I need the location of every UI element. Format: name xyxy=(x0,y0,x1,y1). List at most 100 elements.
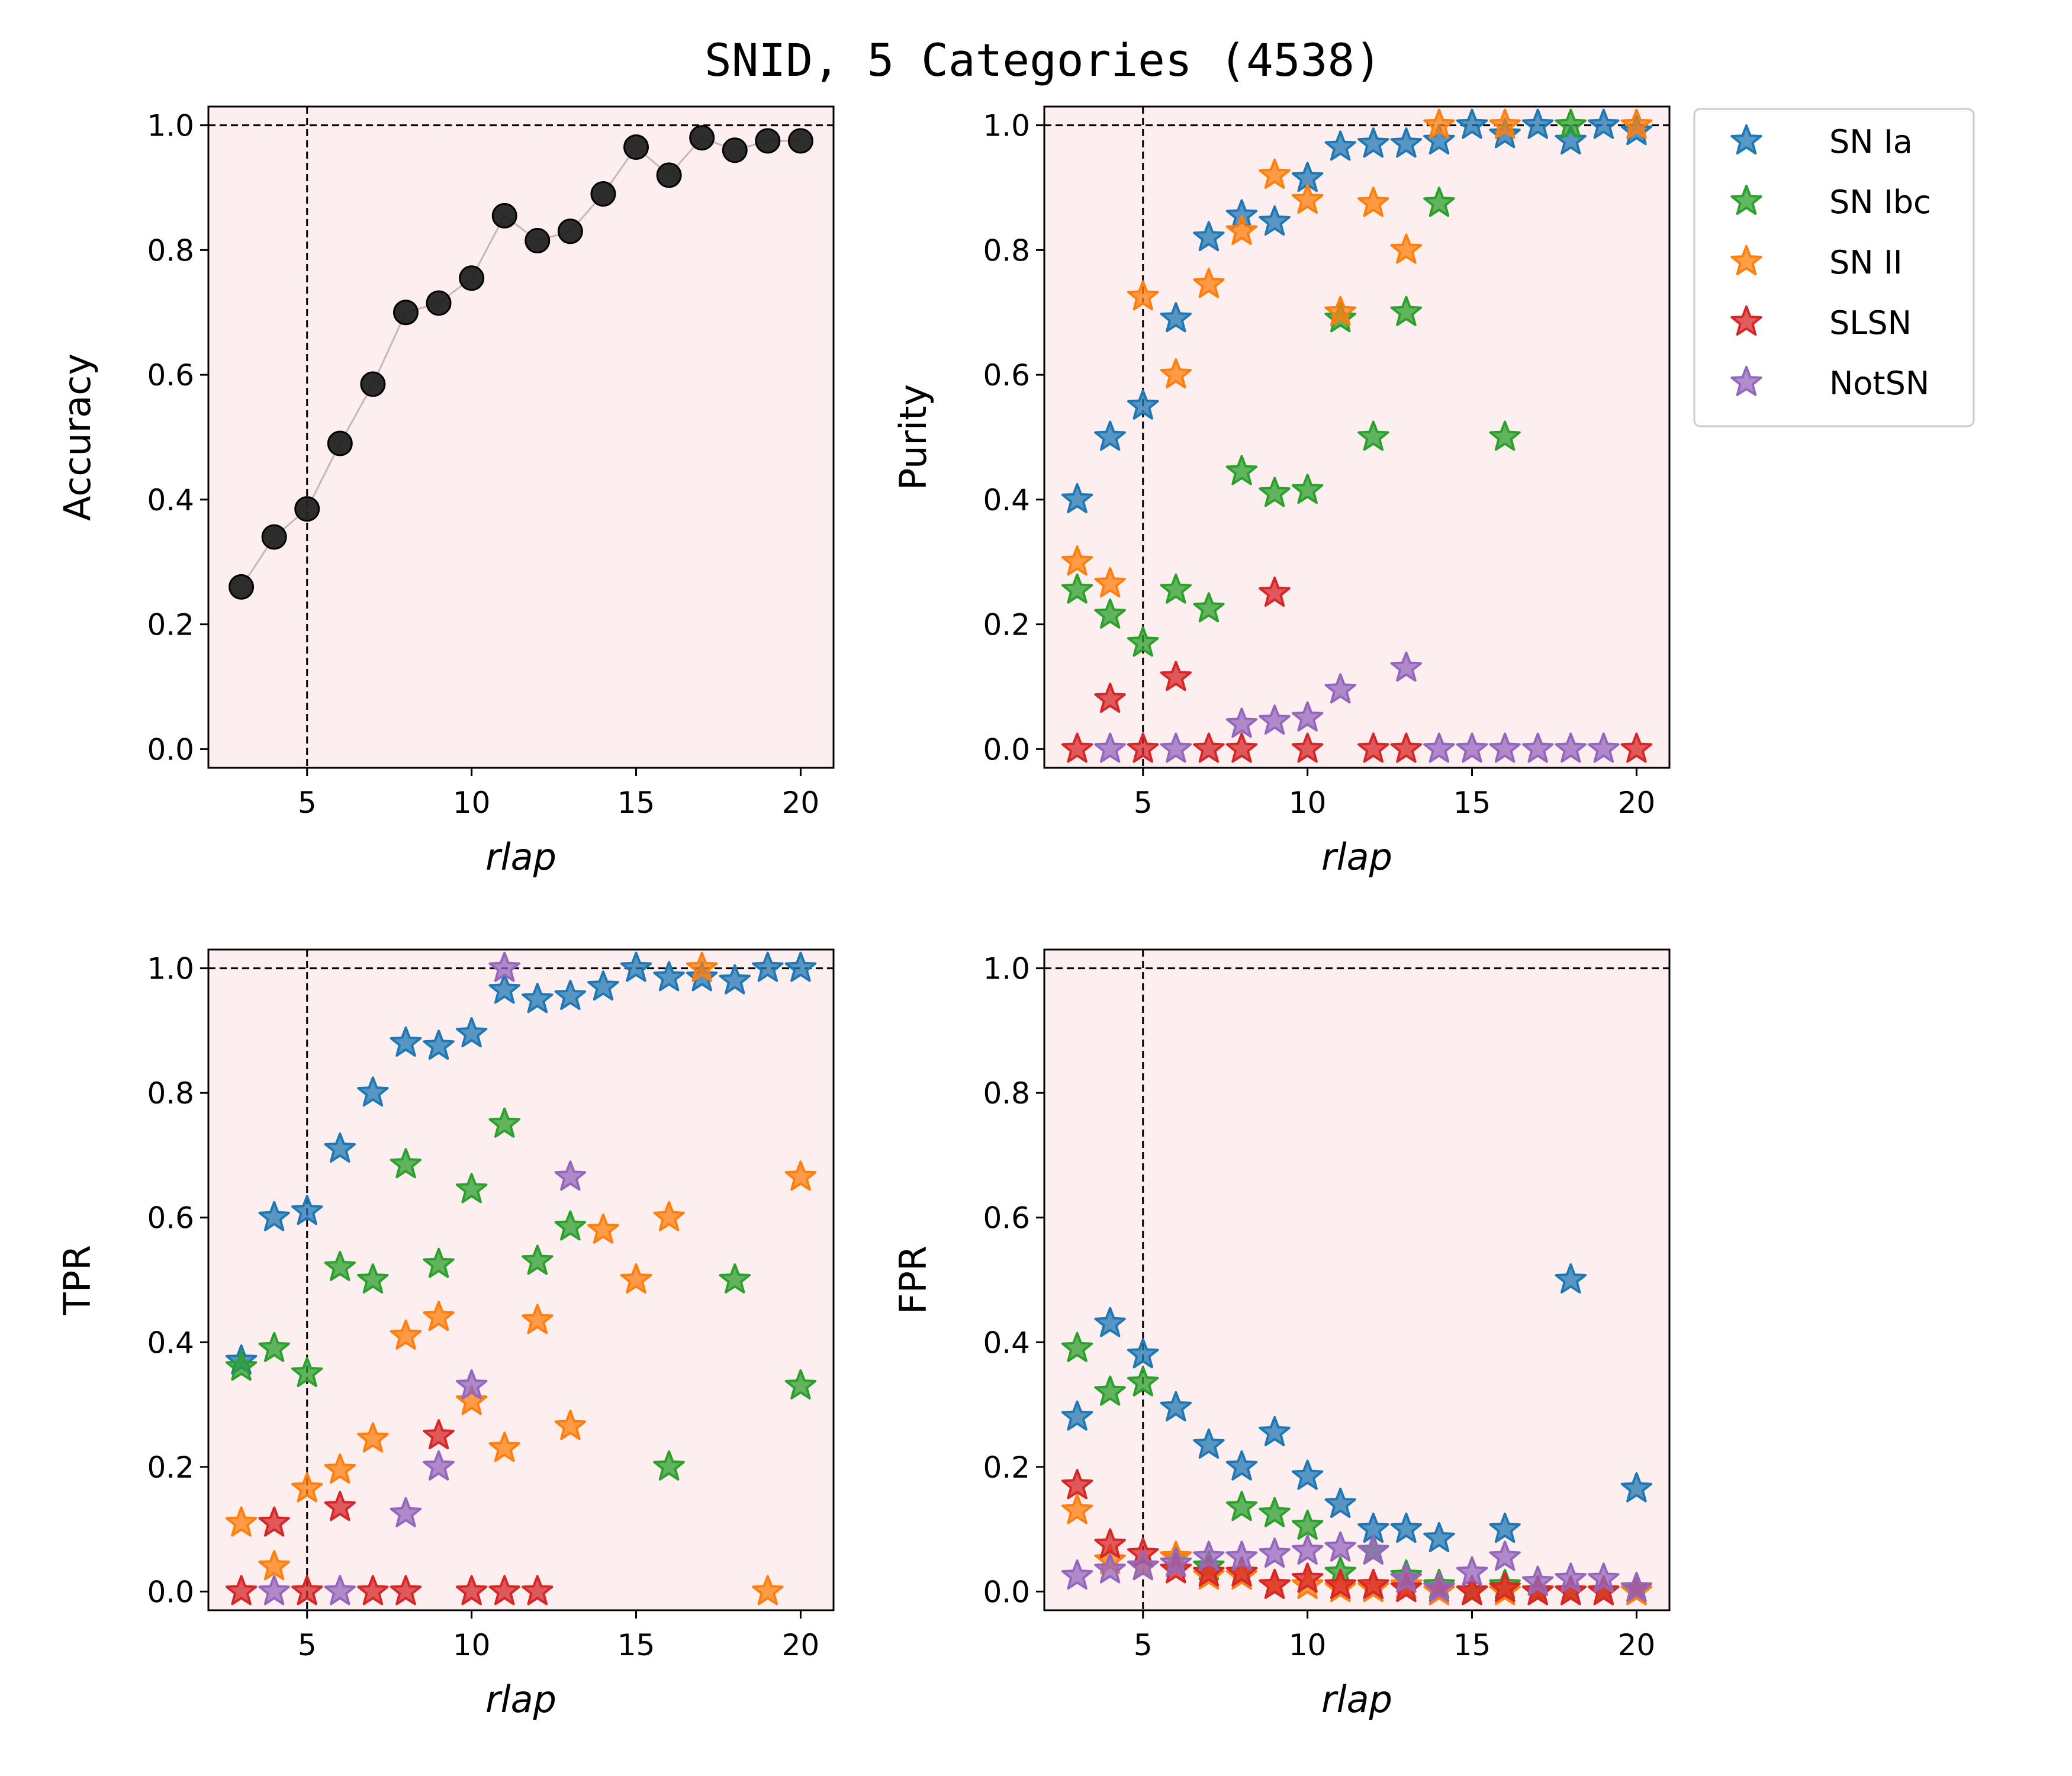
y-tick-label: 0.8 xyxy=(983,233,1030,268)
data-point-slsn xyxy=(258,1506,290,1537)
legend-item-sn-ibc: SN Ibc xyxy=(1730,184,1931,221)
legend-item-notsn: NotSN xyxy=(1730,365,1929,402)
x-tick-label: 10 xyxy=(453,786,491,820)
data-point-slsn xyxy=(423,1419,455,1450)
y-tick-label: 0.4 xyxy=(147,483,194,517)
legend-frame xyxy=(1693,108,1975,427)
data-point-sn-ia xyxy=(324,1132,356,1163)
x-tick-label: 15 xyxy=(1453,786,1491,820)
data-point-sn-ia xyxy=(1061,482,1093,513)
data-point-sn-ia xyxy=(719,964,751,995)
data-point-sn-ibc xyxy=(1357,420,1389,451)
data-point-sn-ia xyxy=(1127,389,1159,420)
legend-star-notsn xyxy=(1730,366,1762,396)
data-point-slsn xyxy=(522,1575,554,1606)
data-point-slsn xyxy=(1357,732,1389,763)
series-sn-ii xyxy=(1061,108,1653,598)
data-point-slsn xyxy=(1324,1568,1356,1599)
legend: SN Ia SN Ibc SN II SLSN NotSN xyxy=(1693,108,1975,427)
data-point-sn-ia xyxy=(390,1026,422,1057)
axes-frame xyxy=(207,948,835,1611)
data-point-slsn xyxy=(1620,732,1653,763)
data-point-notsn xyxy=(1390,651,1423,682)
y-tick-label: 0.4 xyxy=(983,1325,1030,1360)
accuracy-point xyxy=(261,524,287,550)
series-sn-ibc xyxy=(1061,108,1587,657)
data-point-sn-ia xyxy=(357,1076,389,1107)
data-point-sn-ia xyxy=(1193,1428,1225,1459)
y-tick-label: 0.2 xyxy=(147,1450,194,1485)
x-tick-label: 10 xyxy=(453,1628,491,1662)
data-point-sn-ibc xyxy=(522,1244,554,1275)
data-point-notsn xyxy=(1423,732,1455,763)
data-point-sn-ii xyxy=(291,1472,323,1502)
data-point-slsn xyxy=(1094,683,1126,713)
data-point-sn-ii xyxy=(1225,214,1258,245)
data-point-slsn xyxy=(1061,732,1093,763)
data-point-notsn xyxy=(1225,1540,1258,1571)
data-point-sn-ii xyxy=(1193,268,1225,298)
data-point-sn-ia xyxy=(1094,1307,1126,1337)
series-notsn xyxy=(258,951,587,1606)
y-tick-label: 0.2 xyxy=(983,1450,1030,1485)
data-point-sn-ibc xyxy=(225,1350,258,1381)
data-point-notsn xyxy=(1588,732,1620,763)
data-point-slsn xyxy=(1390,732,1423,763)
y-tick-label: 0.0 xyxy=(983,1575,1030,1609)
data-point-sn-ia xyxy=(1620,1472,1653,1502)
legend-label: SN II xyxy=(1829,244,1903,281)
data-point-notsn xyxy=(1456,1556,1488,1587)
data-point-sn-ii xyxy=(620,1263,652,1294)
accuracy-point xyxy=(590,181,616,207)
y-tick-label: 0.0 xyxy=(147,1575,194,1609)
data-point-notsn xyxy=(1489,732,1521,763)
data-point-sn-ia xyxy=(488,973,520,1004)
data-point-sn-ii xyxy=(1061,1494,1093,1524)
data-point-sn-ii xyxy=(1489,108,1521,139)
data-point-sn-ibc xyxy=(1259,477,1291,507)
y-tick-label: 0.2 xyxy=(983,608,1030,642)
y-tick-label: 1.0 xyxy=(147,952,194,986)
data-point-notsn xyxy=(1127,1550,1159,1581)
data-point-sn-ii xyxy=(225,1506,258,1537)
legend-item-sn-ii: SN II xyxy=(1730,244,1903,281)
data-point-sn-ii xyxy=(1620,108,1653,139)
legend-star-icon xyxy=(1730,366,1762,396)
data-point-notsn xyxy=(455,1369,488,1399)
data-point-sn-ii xyxy=(653,1201,685,1231)
data-point-sn-ia xyxy=(522,983,554,1014)
data-point-slsn xyxy=(1259,576,1291,607)
data-point-slsn xyxy=(1225,732,1258,763)
data-point-sn-ibc xyxy=(719,1263,751,1294)
data-point-notsn xyxy=(1588,1562,1620,1593)
data-point-sn-ia xyxy=(1324,1488,1356,1518)
data-point-sn-ibc xyxy=(488,1107,520,1138)
data-point-sn-ia xyxy=(1259,1415,1291,1446)
data-point-sn-ibc xyxy=(1127,1366,1159,1397)
data-point-sn-ia xyxy=(1324,130,1356,161)
x-tick-label: 5 xyxy=(1134,786,1153,820)
data-point-sn-ii xyxy=(324,1453,356,1484)
plot-area xyxy=(208,107,834,768)
x-axis-label: rlap xyxy=(485,835,556,879)
legend-star-sn-ii xyxy=(1730,245,1762,275)
data-point-sn-ii xyxy=(1324,295,1356,326)
data-point-sn-ia xyxy=(455,1017,488,1048)
data-point-sn-ii xyxy=(554,1410,587,1440)
y-tick-label: 0.6 xyxy=(147,358,194,392)
legend-star-sn-ia xyxy=(1730,124,1762,155)
data-point-notsn xyxy=(390,1497,422,1527)
data-point-notsn xyxy=(1489,1540,1521,1571)
data-point-sn-ia xyxy=(1061,1400,1093,1431)
data-point-sn-ibc xyxy=(390,1148,422,1179)
data-point-sn-ibc xyxy=(1291,1509,1324,1540)
data-point-sn-ibc xyxy=(1225,455,1258,485)
data-point-sn-ia xyxy=(1456,108,1488,139)
data-point-notsn xyxy=(1324,1531,1356,1562)
data-point-notsn xyxy=(258,1575,290,1606)
accuracy-point xyxy=(360,371,386,397)
data-point-sn-ibc xyxy=(1160,573,1192,604)
data-point-sn-ia xyxy=(291,1195,323,1225)
data-point-notsn xyxy=(1423,1572,1455,1603)
data-point-sn-ii xyxy=(1061,545,1093,576)
